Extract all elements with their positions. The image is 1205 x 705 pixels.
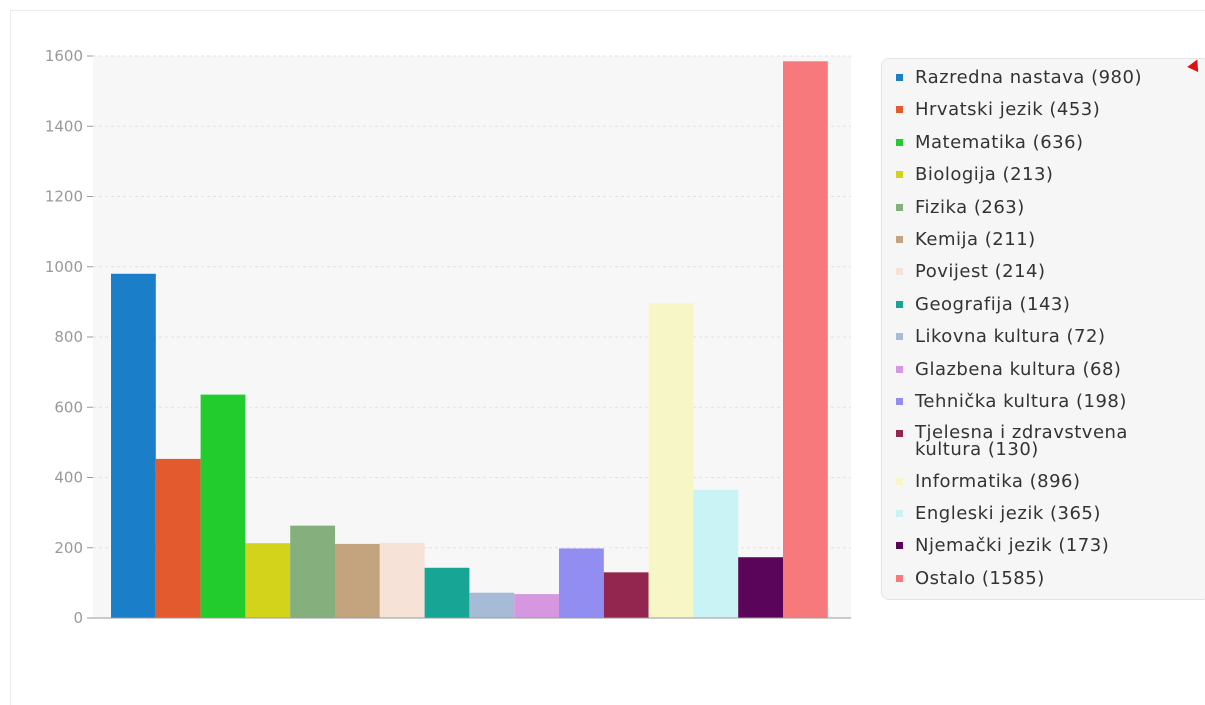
legend-label: Biologija (213)	[915, 164, 1054, 186]
y-tick-label: 200	[54, 539, 83, 557]
legend-item[interactable]: Razredna nastava (980)	[894, 68, 1205, 87]
bar-chart: 0 200 400 600 800 1000 1200 1400 1600	[45, 47, 851, 627]
legend-label: Tehnička kultura (198)	[915, 390, 1127, 412]
y-tick-label: 1600	[45, 47, 83, 65]
bar-kemija[interactable]	[335, 543, 380, 618]
legend-label: Njemački jezik (173)	[915, 535, 1110, 557]
bar-razredna-nastava[interactable]	[111, 273, 156, 618]
legend-item[interactable]: Fizika (263)	[894, 198, 1205, 217]
legend-item[interactable]: Hrvatski jezik (453)	[894, 100, 1205, 119]
y-tick-label: 600	[54, 398, 83, 416]
bar-povijest[interactable]	[379, 542, 425, 618]
legend-swatch	[896, 268, 903, 276]
legend-label: Povijest (214)	[915, 261, 1046, 283]
bar-tjelesna-i-zdravstvena-kultura[interactable]	[603, 572, 649, 618]
legend-label: Tjelesna i zdravstvena kultura (130)	[915, 422, 1128, 461]
legend-swatch	[896, 171, 903, 179]
legend-item[interactable]: Geografija (143)	[894, 295, 1205, 314]
bars	[111, 61, 828, 619]
bar-engleski-jezik[interactable]	[693, 489, 739, 618]
y-axis-ticks: 0 200 400 600 800 1000 1200 1400 1600	[45, 47, 93, 627]
legend-item[interactable]: Likovna kultura (72)	[894, 327, 1205, 346]
legend-label: Fizika (263)	[915, 196, 1025, 218]
legend-swatch	[896, 542, 903, 550]
legend-label: Ostalo (1585)	[915, 567, 1045, 589]
bar-hrvatski-jezik[interactable]	[155, 458, 201, 618]
y-tick-label: 800	[54, 328, 83, 346]
legend-label: Kemija (211)	[915, 228, 1036, 250]
legend-swatch	[896, 510, 903, 518]
bar-biologija[interactable]	[245, 543, 291, 618]
bar-fizika[interactable]	[290, 525, 335, 618]
legend-item[interactable]: Tehnička kultura (198)	[894, 392, 1205, 411]
legend-swatch	[896, 477, 903, 485]
y-tick-label: 400	[54, 469, 83, 487]
bar-geografija[interactable]	[424, 567, 470, 618]
legend-swatch	[896, 333, 903, 341]
legend-item[interactable]: Engleski jezik (365)	[894, 504, 1205, 523]
legend-label: Geografija (143)	[915, 293, 1071, 315]
legend-item[interactable]: Informatika (896)	[894, 472, 1205, 491]
legend-item[interactable]: Biologija (213)	[894, 165, 1205, 184]
legend-item[interactable]: Njemački jezik (173)	[894, 536, 1205, 555]
bar-njemački-jezik[interactable]	[738, 557, 783, 618]
bar-ostalo[interactable]	[783, 61, 828, 619]
legend-swatch	[896, 365, 903, 373]
legend-label: Informatika (896)	[915, 470, 1081, 492]
legend-label: Glazbena kultura (68)	[915, 358, 1122, 380]
legend-label: Hrvatski jezik (453)	[915, 99, 1101, 121]
legend-swatch	[896, 138, 903, 146]
legend-item[interactable]: Matematika (636)	[894, 133, 1205, 152]
bar-matematika[interactable]	[200, 394, 246, 618]
legend-swatch	[896, 574, 903, 582]
legend-swatch	[896, 106, 903, 114]
legend-item[interactable]: Glazbena kultura (68)	[894, 360, 1205, 379]
bar-tehnička-kultura[interactable]	[559, 548, 604, 618]
y-tick-label: 1400	[45, 117, 83, 135]
legend-swatch	[896, 235, 903, 243]
legend-label: Matematika (636)	[915, 131, 1084, 153]
legend-item[interactable]: Tjelesna i zdravstvena kultura (130)	[894, 422, 1205, 461]
legend-label: Likovna kultura (72)	[915, 326, 1106, 348]
legend-swatch	[896, 430, 903, 438]
legend-item[interactable]: Ostalo (1585)	[894, 569, 1205, 588]
y-tick-label: 0	[73, 609, 83, 627]
legend-swatch	[896, 203, 903, 211]
y-tick-label: 1200	[45, 188, 83, 206]
legend-swatch	[896, 397, 903, 405]
legend-label: Razredna nastava (980)	[915, 67, 1142, 88]
bar-likovna-kultura[interactable]	[469, 592, 515, 618]
legend-item[interactable]: Kemija (211)	[894, 230, 1205, 249]
legend-swatch	[896, 300, 903, 308]
legend-item[interactable]: Povijest (214)	[894, 262, 1205, 281]
chart-frame: 0 200 400 600 800 1000 1200 1400 1600 Razredna n…	[10, 10, 1205, 705]
bar-glazbena-kultura[interactable]	[514, 594, 559, 618]
y-tick-label: 1000	[45, 258, 83, 276]
bar-informatika[interactable]	[648, 303, 694, 618]
chart-legend: Razredna nastava (980) Hrvatski jezik (45…	[881, 58, 1205, 600]
legend-swatch	[896, 74, 903, 81]
legend-label: Engleski jezik (365)	[915, 503, 1101, 525]
